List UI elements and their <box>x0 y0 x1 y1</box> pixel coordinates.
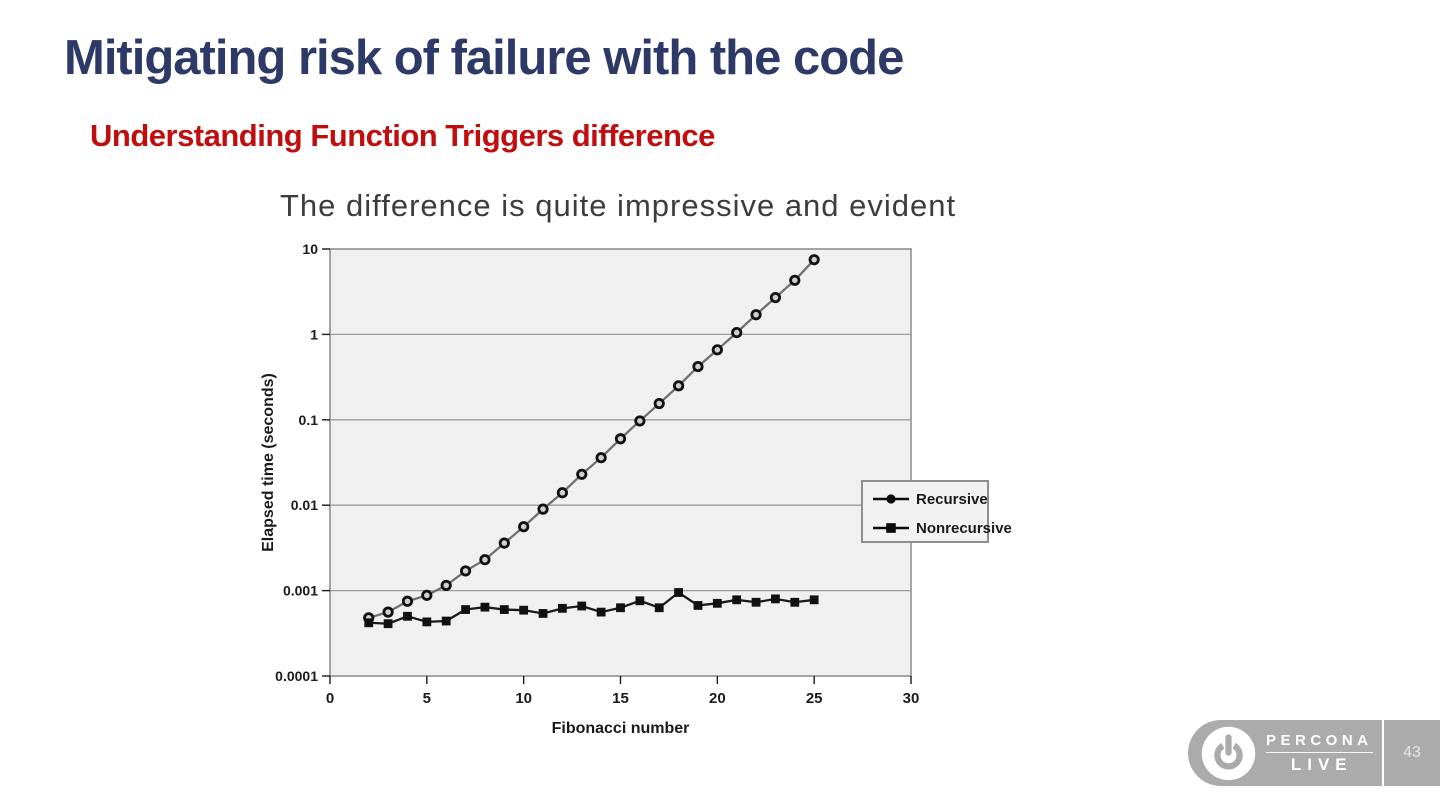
brand-live: LIVE <box>1290 754 1353 774</box>
data-point-circle <box>518 521 530 533</box>
data-point-circle <box>382 606 394 618</box>
legend-box <box>861 480 989 543</box>
data-point-circle <box>750 309 762 321</box>
data-point-circle <box>711 344 723 356</box>
data-point-square <box>790 597 800 607</box>
data-point-circle <box>769 291 782 304</box>
body-text: The difference is quite impressive and e… <box>280 188 957 223</box>
data-point-circle <box>731 326 743 339</box>
y-tick-label: 0.001 <box>283 583 318 599</box>
data-point-square <box>441 616 451 626</box>
x-tick-label: 10 <box>515 690 532 707</box>
brand-text: PERCONA LIVE <box>1266 732 1373 775</box>
y-tick-label: 0.0001 <box>275 668 318 684</box>
data-point-square <box>519 605 529 615</box>
x-axis-label: Fibonacci number <box>552 720 690 737</box>
legend-label: Nonrecursive <box>916 520 1012 537</box>
data-point-square <box>538 609 548 618</box>
data-point-square <box>732 595 742 605</box>
data-point-circle <box>576 468 588 480</box>
x-tick-label: 20 <box>709 690 726 707</box>
legend-label: Recursive <box>916 491 988 508</box>
data-point-circle <box>808 254 820 266</box>
data-point-square <box>751 597 761 607</box>
data-point-square <box>499 605 509 614</box>
data-point-circle <box>653 397 665 410</box>
y-tick-label: 0.01 <box>291 497 318 513</box>
data-point-circle <box>440 579 452 592</box>
data-point-square <box>403 611 412 621</box>
series-nonrecursive <box>364 588 819 629</box>
data-point-square <box>461 605 470 614</box>
data-point-square <box>712 598 722 608</box>
x-tick-label: 5 <box>423 690 431 707</box>
data-point-square <box>383 619 393 629</box>
slide-subtitle: Understanding Function Triggers differen… <box>90 118 715 153</box>
data-point-square <box>480 602 490 612</box>
data-point-circle <box>614 433 627 445</box>
series-recursive <box>363 254 820 624</box>
page-number: 43 <box>1384 720 1440 786</box>
data-point-circle <box>595 452 607 464</box>
legend-marker-circle <box>886 494 896 504</box>
data-point-square <box>422 617 432 627</box>
x-axis: 0 5 10 15 20 25 30 <box>326 676 920 707</box>
footer-brand-bar: PERCONA LIVE 43 <box>1188 720 1440 786</box>
data-point-square <box>596 607 606 617</box>
data-point-square <box>674 588 683 597</box>
data-point-square <box>693 601 703 610</box>
data-point-square <box>616 603 625 613</box>
data-point-circle <box>789 274 801 286</box>
data-point-circle <box>537 503 549 515</box>
chart-svg: 10 1 0.1 0.01 0.001 0.0001 0 5 10 15 20 25 30 Fibonac… <box>260 241 1012 737</box>
y-tick-label: 0.1 <box>299 412 319 428</box>
slide-title: Mitigating risk of failure with the code <box>64 31 904 85</box>
brand-percona: PERCONA <box>1266 732 1373 753</box>
data-point-circle <box>634 415 646 427</box>
data-point-circle <box>479 554 491 566</box>
data-point-circle <box>556 487 568 499</box>
data-point-square <box>809 595 819 605</box>
x-tick-label: 15 <box>612 690 629 707</box>
fibonacci-performance-chart: 10 1 0.1 0.01 0.001 0.0001 0 5 10 15 20 25 30 Fibonac… <box>253 236 1013 751</box>
x-tick-label: 25 <box>806 690 823 707</box>
data-point-circle <box>459 565 472 577</box>
y-axis-label: Elapsed time (seconds) <box>260 373 277 552</box>
data-point-square <box>654 603 664 613</box>
y-axis: 10 1 0.1 0.01 0.001 0.0001 <box>275 241 911 684</box>
data-point-square <box>558 603 567 613</box>
y-tick-label: 1 <box>310 326 318 342</box>
percona-live-logo: PERCONA LIVE <box>1188 720 1382 786</box>
legend: Recursive Nonrecursive <box>861 480 1012 543</box>
power-icon <box>1201 726 1256 780</box>
data-point-circle <box>401 595 414 607</box>
data-point-circle <box>692 360 704 373</box>
data-point-square <box>771 594 780 604</box>
data-point-square <box>635 596 645 606</box>
data-point-circle <box>421 589 433 601</box>
x-tick-label: 0 <box>326 690 334 707</box>
data-point-circle <box>498 537 510 549</box>
data-point-circle <box>672 380 685 392</box>
x-tick-label: 30 <box>903 690 920 707</box>
data-point-square <box>364 618 374 628</box>
legend-marker-square <box>886 523 896 533</box>
y-tick-label: 10 <box>302 241 318 257</box>
data-point-square <box>577 601 587 611</box>
